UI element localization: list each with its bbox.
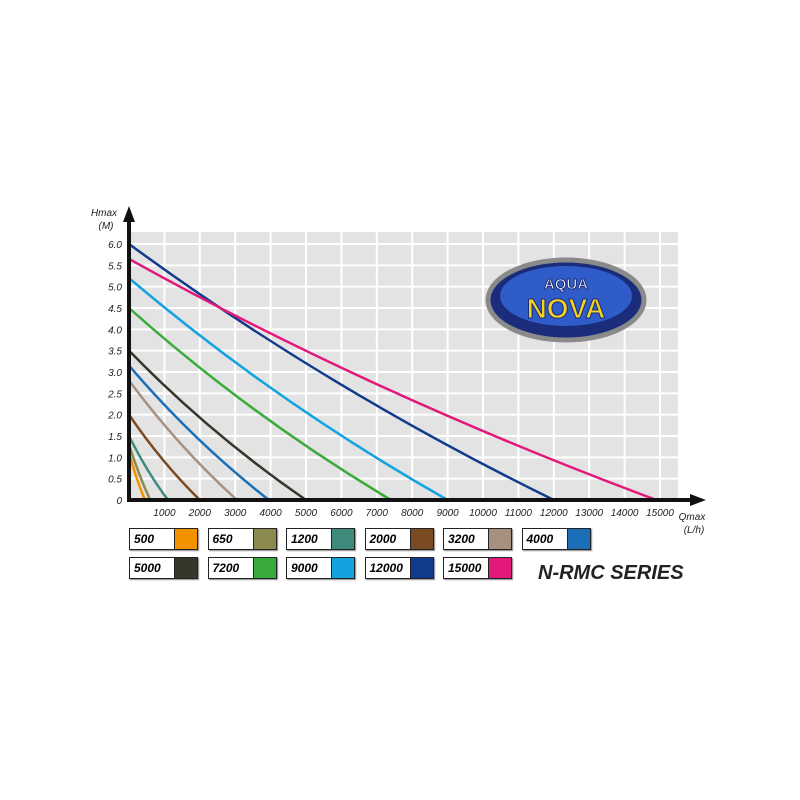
legend-item-5000: 5000: [129, 557, 198, 579]
y-tick-label: 2.0: [107, 411, 122, 422]
series-line-1200: [127, 435, 169, 501]
legend-item-9000: 9000: [286, 557, 355, 579]
x-tick-label: 10000: [469, 508, 497, 519]
legend-swatch: [409, 529, 433, 549]
y-tick-label: 0: [116, 496, 122, 507]
legend-label: 7200: [208, 558, 253, 578]
x-tick-label: 8000: [401, 508, 424, 519]
y-tick-label: 6.0: [108, 240, 122, 251]
legend-item-650: 650: [207, 528, 277, 550]
x-axis-label: Qmax: [679, 512, 707, 523]
legend-swatch: [252, 558, 276, 578]
series-line-12000: [128, 242, 555, 502]
legend-swatch: [174, 529, 197, 549]
series-line-7200: [128, 307, 392, 502]
legend-item-15000: 15000: [443, 557, 512, 579]
legend-label: 1200: [287, 529, 331, 549]
y-tick-label: 5.5: [108, 261, 122, 272]
x-tick-label: 4000: [259, 508, 282, 519]
legend-swatch: [566, 529, 590, 549]
legend-label: 5000: [130, 558, 174, 578]
y-tick-label: 1.5: [108, 432, 122, 443]
y-tick-label: 3.5: [108, 347, 122, 358]
legend-swatch: [331, 529, 354, 549]
legend-swatch: [409, 558, 433, 578]
series-line-3200: [127, 379, 238, 501]
x-tick-label: 15000: [646, 508, 674, 519]
x-tick-label: 14000: [611, 508, 639, 519]
series-line-4000: [128, 364, 270, 501]
y-tick-label: 3.0: [108, 368, 122, 379]
x-tick-label: 6000: [330, 508, 353, 519]
legend-item-2000: 2000: [364, 528, 434, 550]
legend-label: 15000: [444, 558, 488, 578]
legend-label: 3200: [444, 529, 488, 549]
y-axis-arrow: [123, 206, 135, 222]
legend-item-500: 500: [129, 528, 198, 550]
x-tick-label: 11000: [505, 508, 533, 519]
legend-label: 12000: [365, 558, 410, 578]
series-line-9000: [128, 277, 449, 502]
x-tick-label: 1000: [153, 508, 176, 519]
series-line-5000: [128, 349, 307, 502]
legend-label: 500: [130, 529, 174, 549]
legend-swatch: [252, 529, 276, 549]
y-axis-label: Hmax: [91, 208, 118, 219]
x-axis-label-unit: (L/h): [684, 525, 705, 536]
x-axis-arrow: [690, 494, 706, 506]
x-tick-label: 2000: [188, 508, 212, 519]
y-tick-label: 4.0: [108, 325, 122, 336]
y-tick-label: 0.5: [108, 475, 122, 486]
x-tick-label: 9000: [436, 508, 459, 519]
legend-label: 4000: [522, 529, 567, 549]
x-tick-label: 13000: [575, 508, 603, 519]
legend-item-3200: 3200: [443, 528, 512, 550]
y-tick-label: 2.5: [107, 389, 122, 400]
legend-swatch: [331, 558, 354, 578]
y-tick-label: 4.5: [108, 304, 122, 315]
logo-text-nova: NOVA: [527, 293, 606, 324]
x-tick-label: 12000: [540, 508, 568, 519]
legend-item-12000: 12000: [364, 557, 434, 579]
x-tick-label: 3000: [224, 508, 247, 519]
x-tick-label: 5000: [295, 508, 318, 519]
logo-inner: [500, 266, 632, 326]
legend-label: 650: [208, 529, 253, 549]
legend-label: 9000: [287, 558, 331, 578]
series-title: N-RMC SERIES: [538, 562, 684, 584]
legend-item-1200: 1200: [286, 528, 355, 550]
x-tick-label: 7000: [366, 508, 389, 519]
y-tick-label: 1.0: [108, 453, 122, 464]
logo-text-aqua: AQUA: [544, 276, 588, 293]
y-axis-label-unit: (M): [99, 221, 114, 232]
legend-swatch: [174, 558, 197, 578]
legend-item-4000: 4000: [521, 528, 591, 550]
series-line-15000: [128, 257, 657, 502]
y-tick-label: 5.0: [108, 283, 122, 294]
legend-label: 2000: [365, 529, 410, 549]
legend-swatch: [488, 558, 511, 578]
legend-swatch: [488, 529, 511, 549]
legend-item-7200: 7200: [207, 557, 277, 579]
series-line-2000: [127, 413, 201, 501]
